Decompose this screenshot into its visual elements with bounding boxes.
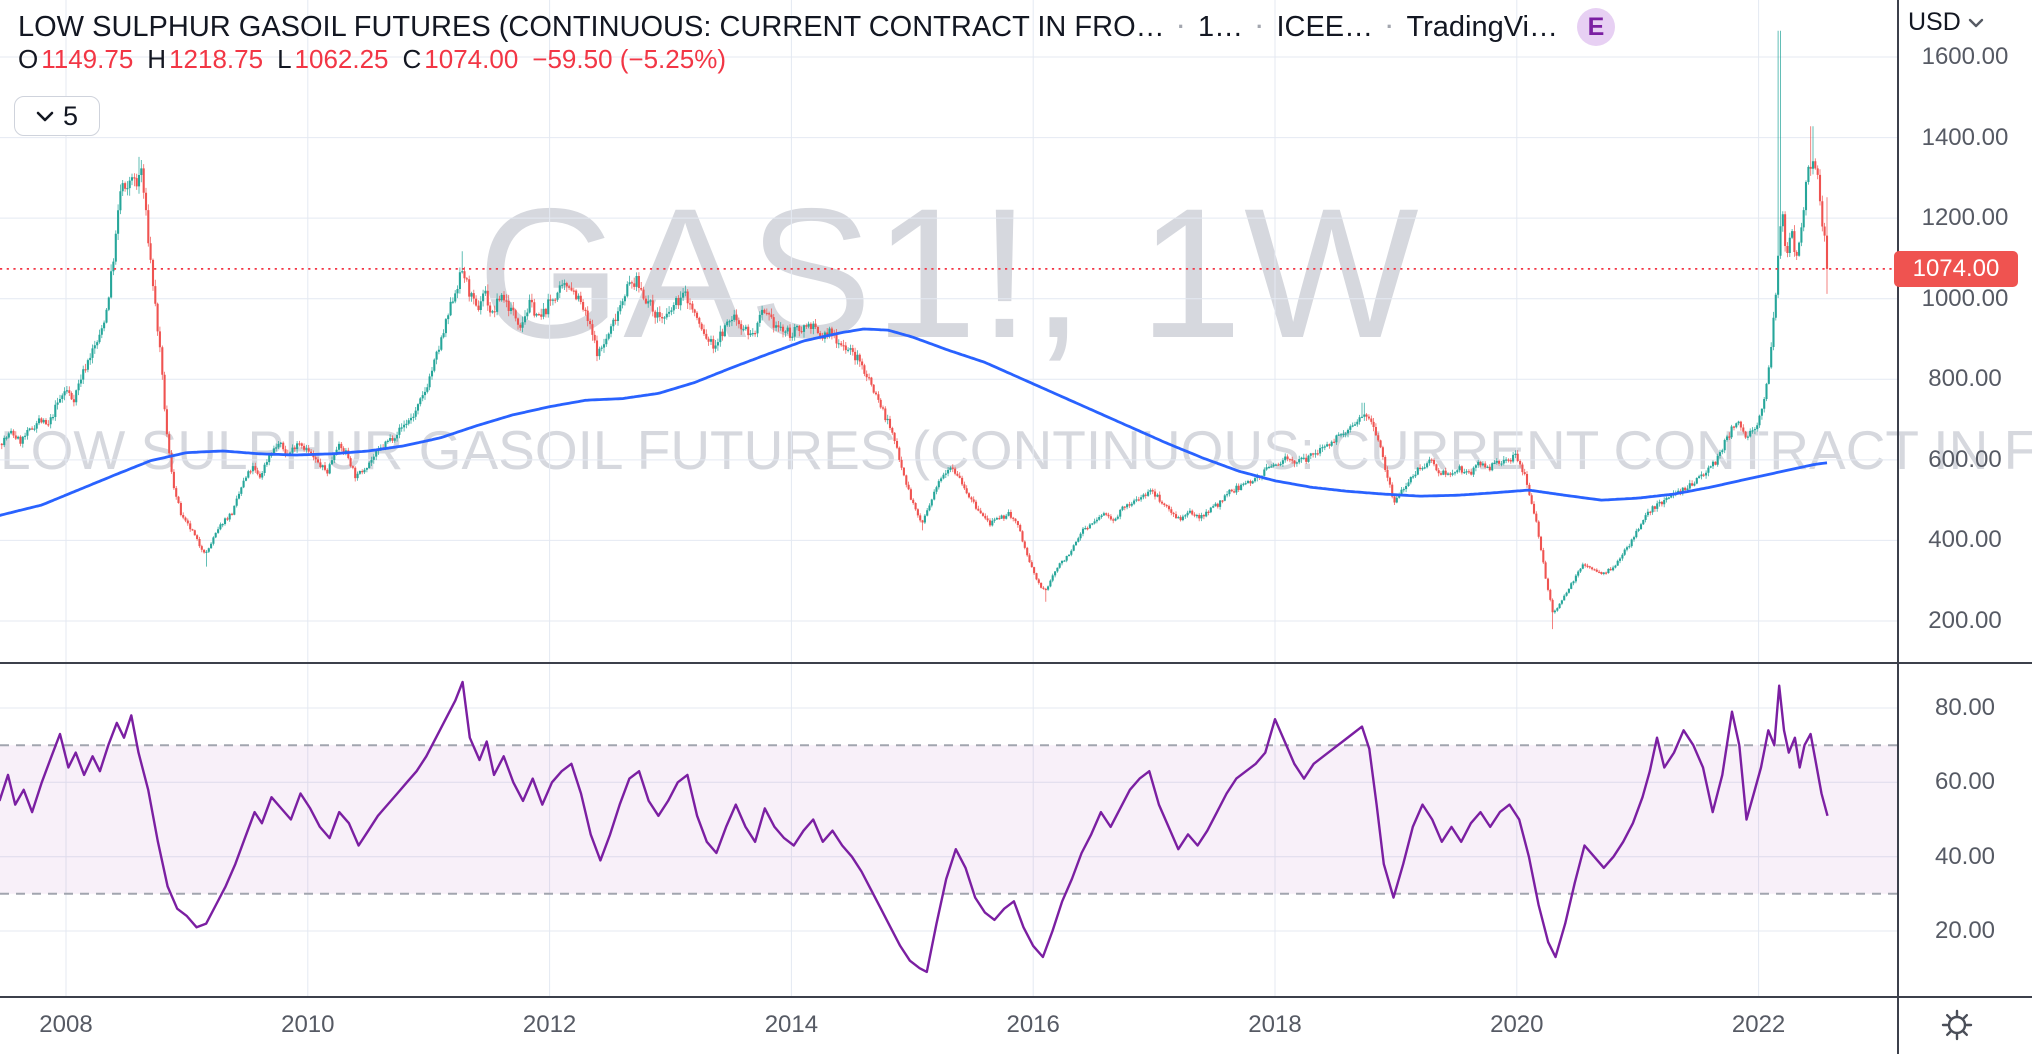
bars-count-button[interactable]: 5 [14,96,100,136]
price-tick-label: 200.00 [1928,606,2002,634]
change-value: −59.50 (−5.25%) [532,44,726,74]
rsi-tick-label: 20.00 [1934,917,1996,944]
interval-label[interactable]: 1… [1197,10,1244,43]
vendor-label[interactable]: TradingVi… [1406,10,1558,43]
price-tick-label: 600.00 [1928,445,2002,473]
chevron-down-icon [36,111,54,121]
symbol-title[interactable]: LOW SULPHUR GASOIL FUTURES (CONTINUOUS: … [18,10,1165,43]
open-label: O [18,44,39,74]
price-tick-label: 400.00 [1928,526,2002,554]
year-tick-label: 2018 [1248,1011,1302,1038]
axis-settings-button[interactable] [1936,1004,1978,1046]
rsi-tick-label: 60.00 [1934,768,1996,796]
price-tick-label: 1600.00 [1921,43,2009,70]
currency-selector[interactable]: USD [1908,8,1984,37]
ohlc-legend-row: O 1149.75 H 1218.75 L 1062.25 C 1074.00 −59.… [18,44,726,75]
pane-divider[interactable] [0,660,2032,667]
gear-icon [1941,1009,1973,1041]
open-value: 1149.75 [41,44,134,74]
year-tick-label: 2012 [522,1011,577,1038]
high-label: H [147,44,167,74]
legend-separator: · [1256,14,1264,39]
year-tick-label: 2010 [281,1011,335,1038]
exchange-label[interactable]: ICEE… [1276,10,1374,43]
symbol-watermark: GAS1!, 1W [477,171,1421,377]
high-value: 1218.75 [169,44,264,74]
price-tick-label: 1400.00 [1921,123,2009,151]
low-value: 1062.25 [294,44,389,74]
price-tick-label: 1000.00 [1921,284,2009,312]
close-value: 1074.00 [424,44,519,74]
legend-title-row: LOW SULPHUR GASOIL FUTURES (CONTINUOUS: … [18,8,1615,46]
currency-label: USD [1908,8,1961,36]
rsi-tick-label: 80.00 [1934,694,1996,721]
year-tick-label: 2020 [1490,1011,1544,1038]
legend-separator: · [1177,14,1185,39]
bars-count-label: 5 [62,100,79,131]
year-tick-label: 2014 [764,1011,819,1038]
legend-separator: · [1386,14,1394,39]
price-tick-label: 800.00 [1928,365,2002,393]
year-tick-label: 2008 [39,1011,93,1038]
chevron-down-icon [1968,18,1983,27]
low-label: L [277,44,292,74]
e-badge[interactable]: E [1576,8,1615,46]
rsi-tick-label: 40.00 [1934,842,1996,870]
year-tick-label: 2022 [1731,1011,1786,1038]
price-tick-label: 1200.00 [1921,204,2009,232]
close-label: C [402,44,422,74]
last-price-badge: 1074.00 [1894,251,2018,287]
year-tick-label: 2016 [1006,1011,1060,1038]
